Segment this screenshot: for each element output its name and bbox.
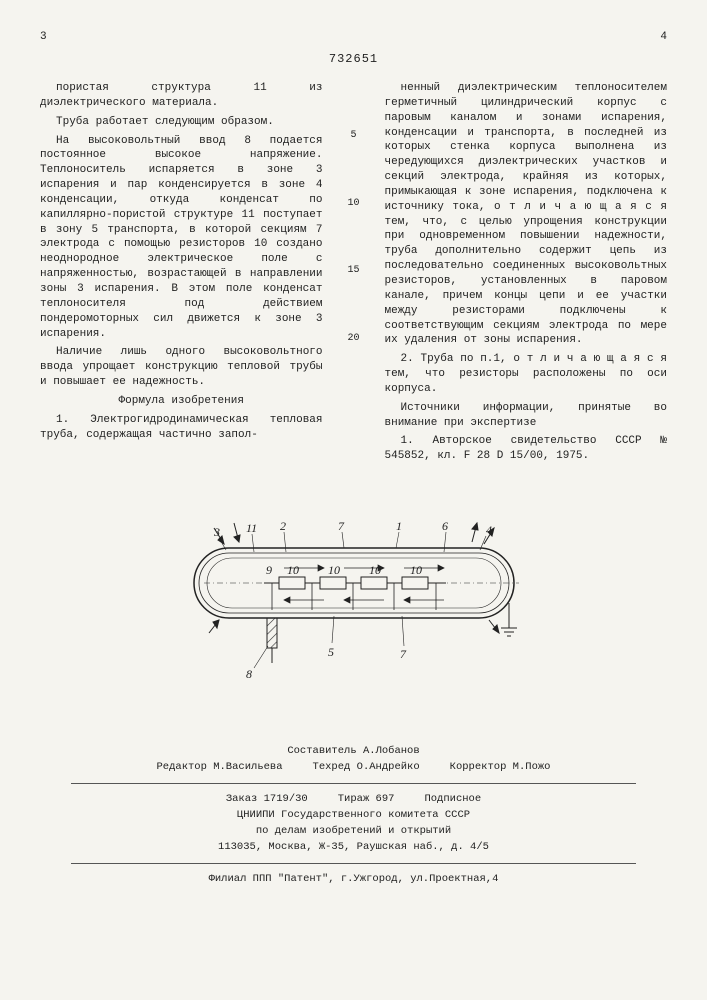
text-columns: пористая структура 11 из диэлектрическог… — [40, 81, 667, 468]
svg-text:3: 3 — [213, 525, 220, 539]
circulation: Тираж 697 — [338, 792, 395, 808]
subscription: Подписное — [424, 792, 481, 808]
svg-text:10: 10 — [410, 563, 422, 577]
editor: Редактор М.Васильева — [157, 760, 283, 776]
para: пористая структура 11 из диэлектрическог… — [40, 81, 323, 111]
diagram: 3 11 2 7 1 6 4 5 7 8 9 10 10 10 10 — [40, 498, 667, 704]
line-marker: 5 — [347, 129, 361, 143]
svg-text:2: 2 — [280, 519, 286, 533]
order: Заказ 1719/30 — [226, 792, 308, 808]
credits-block: Составитель А.Лобанов Редактор М.Василье… — [40, 744, 667, 888]
line-markers: 5 10 15 20 — [347, 81, 361, 468]
right-column: ненный диэлектрическим теплоносителем ге… — [385, 81, 668, 468]
left-column: пористая структура 11 из диэлектрическог… — [40, 81, 323, 468]
page-num-left: 3 — [40, 30, 47, 45]
para: 1. Электрогидродинамическая тепловая тру… — [40, 413, 323, 443]
line-marker: 10 — [347, 197, 361, 211]
compiler: Составитель А.Лобанов — [40, 744, 667, 760]
org-line1: ЦНИИПИ Государственного комитета СССР — [40, 808, 667, 824]
svg-text:6: 6 — [442, 519, 448, 533]
svg-text:7: 7 — [338, 519, 345, 533]
para: ненный диэлектрическим теплоносителем ге… — [385, 81, 668, 348]
svg-text:10: 10 — [328, 563, 340, 577]
patent-number: 732651 — [40, 51, 667, 67]
print-info: Заказ 1719/30 Тираж 697 Подписное — [40, 792, 667, 808]
page-num-right: 4 — [660, 30, 667, 45]
svg-text:11: 11 — [246, 521, 257, 535]
formula-title: Формула изобретения — [40, 394, 323, 409]
org-line2: по делам изобретений и открытий — [40, 824, 667, 840]
svg-text:5: 5 — [328, 645, 334, 659]
svg-text:7: 7 — [400, 647, 407, 661]
page-numbers: 3 4 — [40, 30, 667, 45]
svg-text:4: 4 — [486, 523, 492, 537]
line-marker: 20 — [347, 332, 361, 346]
heat-pipe-diagram: 3 11 2 7 1 6 4 5 7 8 9 10 10 10 10 — [174, 498, 534, 698]
para: 1. Авторское свидетельство СССР № 545852… — [385, 434, 668, 464]
address: 113035, Москва, Ж-35, Раушская наб., д. … — [40, 840, 667, 856]
svg-text:10: 10 — [369, 563, 381, 577]
techred: Техред О.Андрейко — [313, 760, 420, 776]
corrector: Корректор М.Пожо — [450, 760, 551, 776]
para: Источники информации, принятые во вниман… — [385, 401, 668, 431]
svg-text:10: 10 — [287, 563, 299, 577]
line-marker: 15 — [347, 264, 361, 278]
para: Наличие лишь одного высоковольтного ввод… — [40, 345, 323, 390]
divider — [71, 783, 635, 784]
svg-text:1: 1 — [396, 519, 402, 533]
para: На высоковольтный ввод 8 подается постоя… — [40, 134, 323, 342]
svg-text:9: 9 — [266, 563, 272, 577]
para: 2. Труба по п.1, о т л и ч а ю щ а я с я… — [385, 352, 668, 397]
footer: Филиал ППП "Патент", г.Ужгород, ул.Проек… — [40, 872, 667, 888]
para: Труба работает следующим образом. — [40, 115, 323, 130]
credits-row: Редактор М.Васильева Техред О.Андрейко К… — [40, 760, 667, 776]
divider — [71, 863, 635, 864]
svg-text:8: 8 — [246, 667, 252, 681]
